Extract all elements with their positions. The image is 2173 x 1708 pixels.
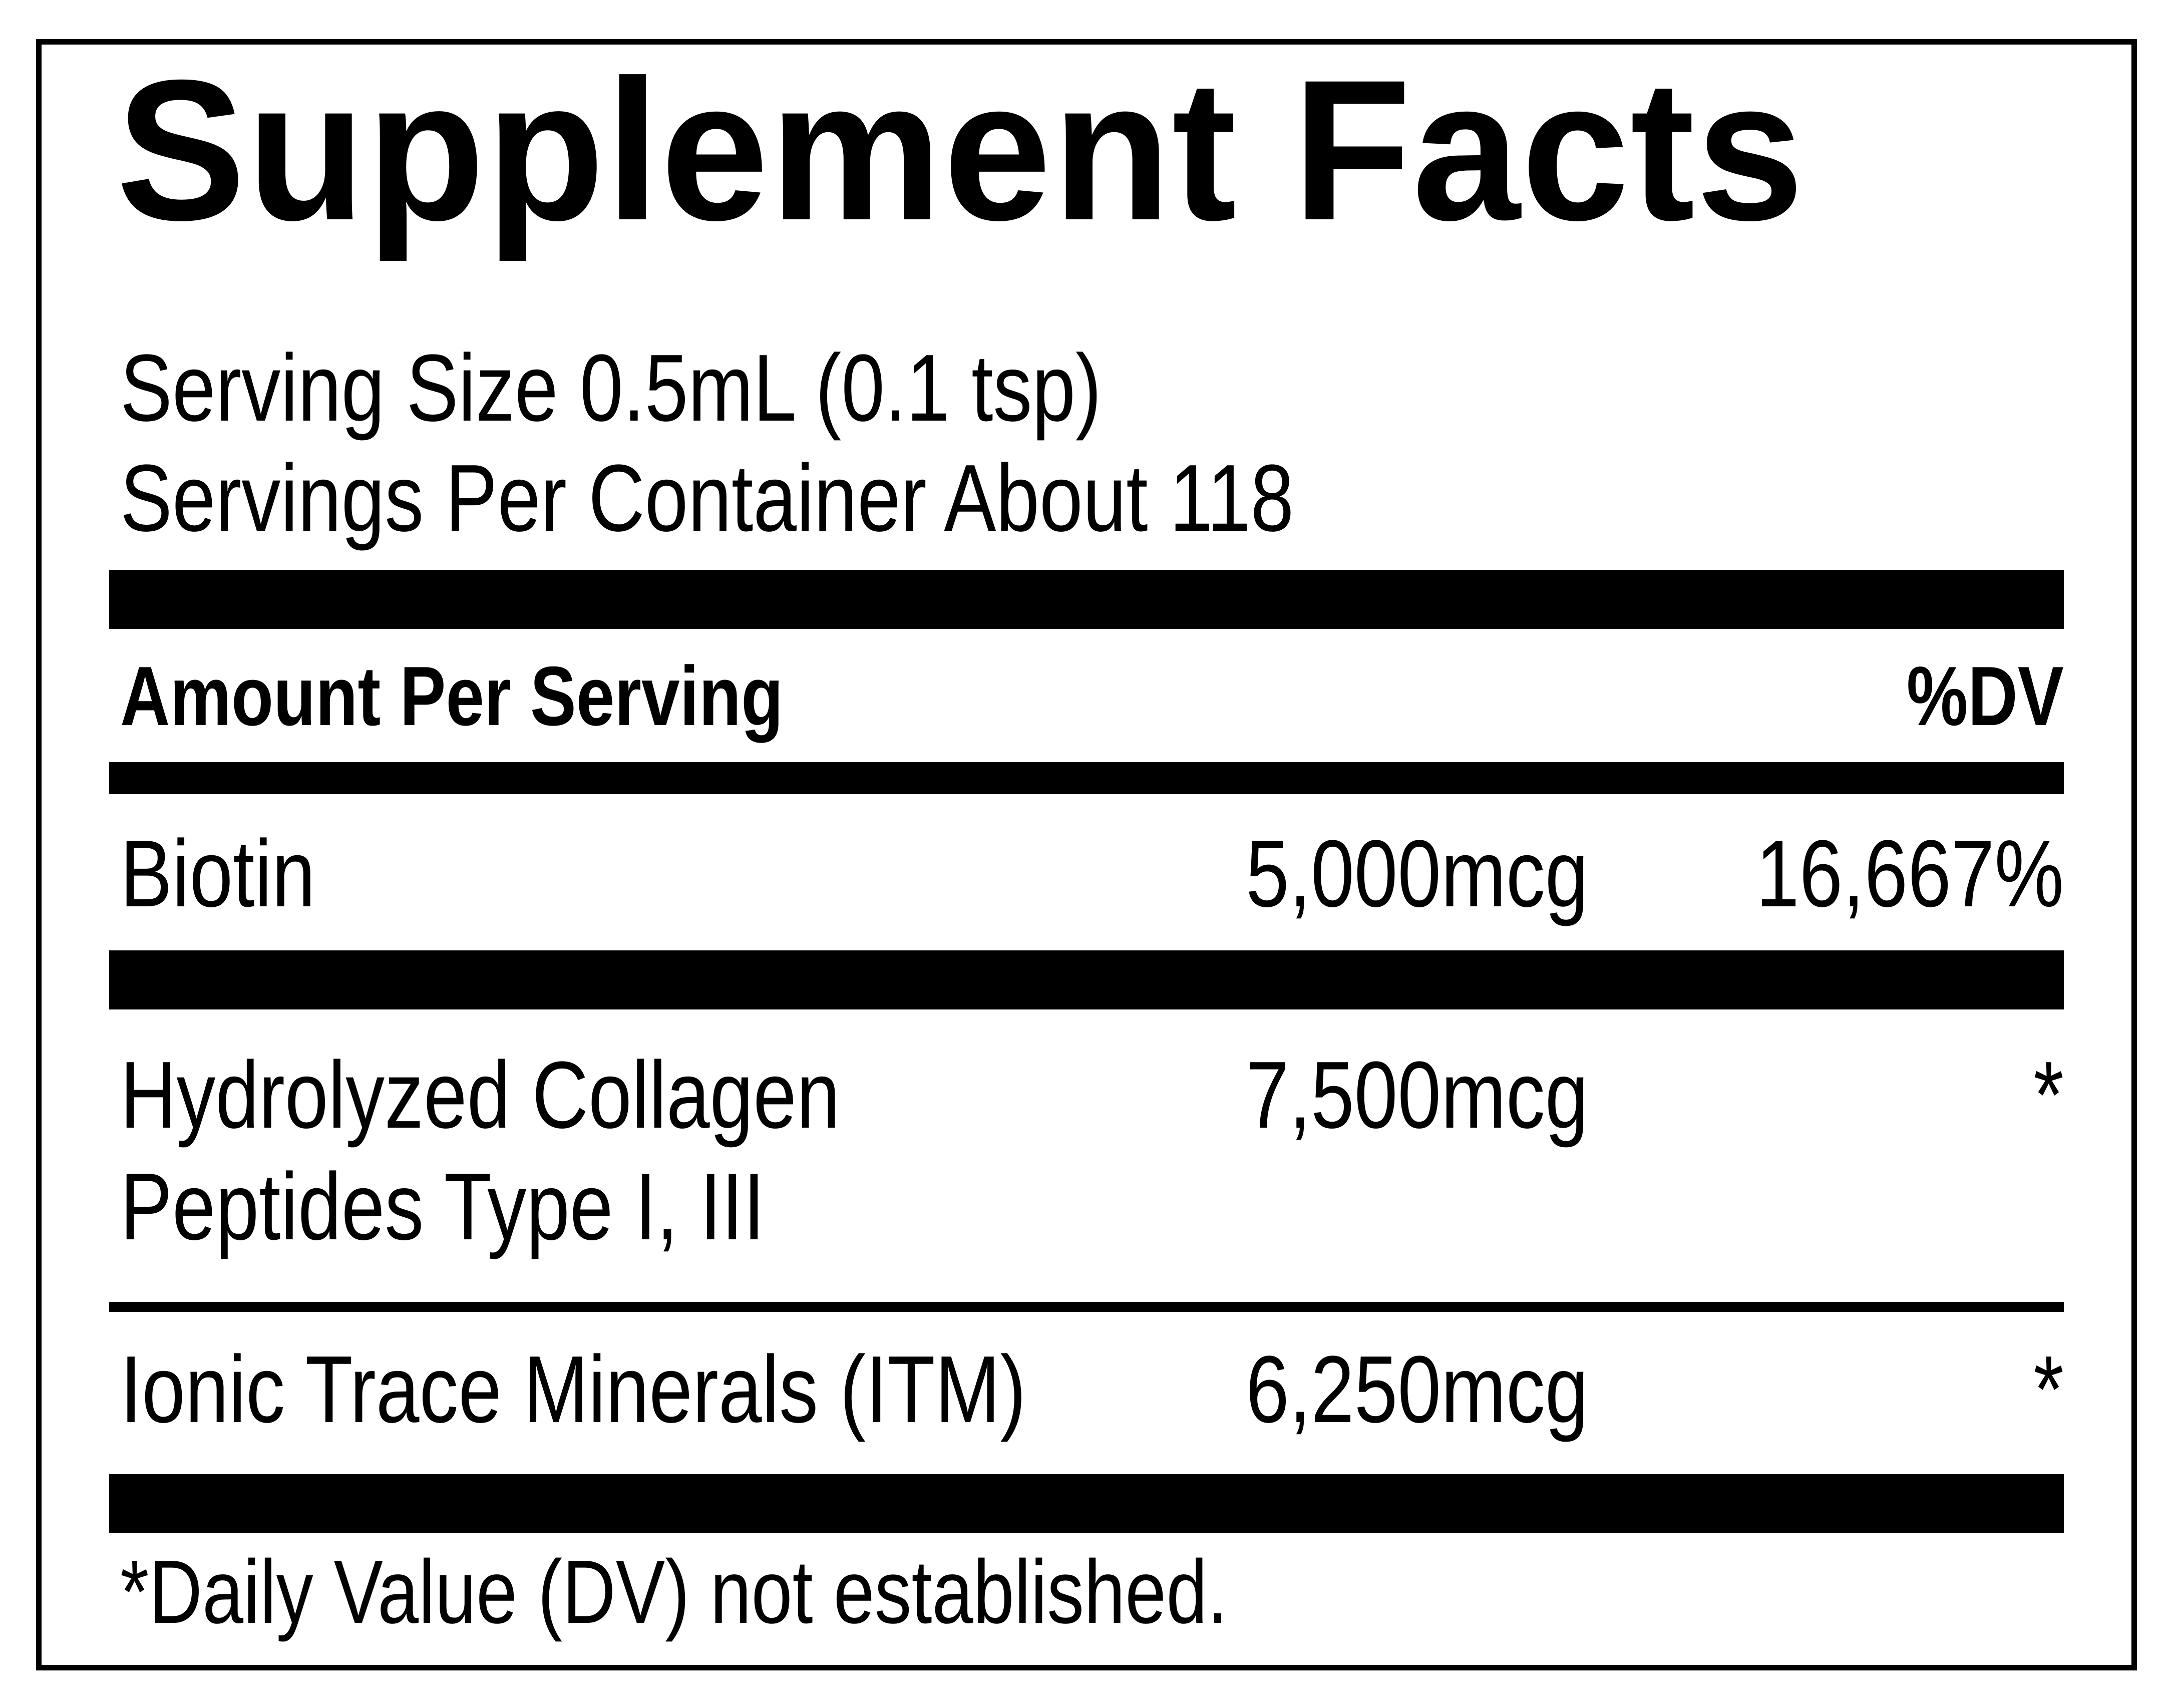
dv-header: %DV — [1907, 649, 2064, 743]
divider-header — [109, 762, 2064, 794]
row-collagen-dv: * — [2033, 1042, 2064, 1148]
serving-size: Serving Size 0.5mL (0.1 tsp) — [120, 335, 1102, 441]
row-collagen-name-line1: Hydrolyzed Collagen — [120, 1042, 840, 1148]
thin-divider — [109, 1302, 2064, 1312]
row-itm-name: Ionic Trace Minerals (ITM) — [120, 1336, 1026, 1443]
thick-divider-top — [109, 570, 2064, 629]
row-itm-amount: 6,250mcg — [1245, 1336, 1588, 1443]
row-collagen-amount: 7,500mcg — [1245, 1042, 1588, 1148]
amount-per-serving-header: Amount Per Serving — [120, 649, 784, 743]
supplement-facts-panel — [36, 39, 2137, 1670]
row-biotin-amount: 5,000mcg — [1245, 821, 1588, 927]
row-itm-dv: * — [2033, 1336, 2064, 1443]
row-collagen-name-line2: Peptides Type I, III — [120, 1154, 765, 1260]
thick-divider-middle — [109, 950, 2064, 1009]
footnote: *Daily Value (DV) not established. — [120, 1542, 1228, 1642]
row-biotin-name: Biotin — [120, 821, 315, 927]
thick-divider-bottom — [109, 1474, 2064, 1533]
row-biotin-dv: 16,667% — [1755, 821, 2064, 927]
servings-per-container: Servings Per Container About 118 — [120, 445, 1294, 551]
panel-title: Supplement Facts — [116, 38, 1805, 262]
